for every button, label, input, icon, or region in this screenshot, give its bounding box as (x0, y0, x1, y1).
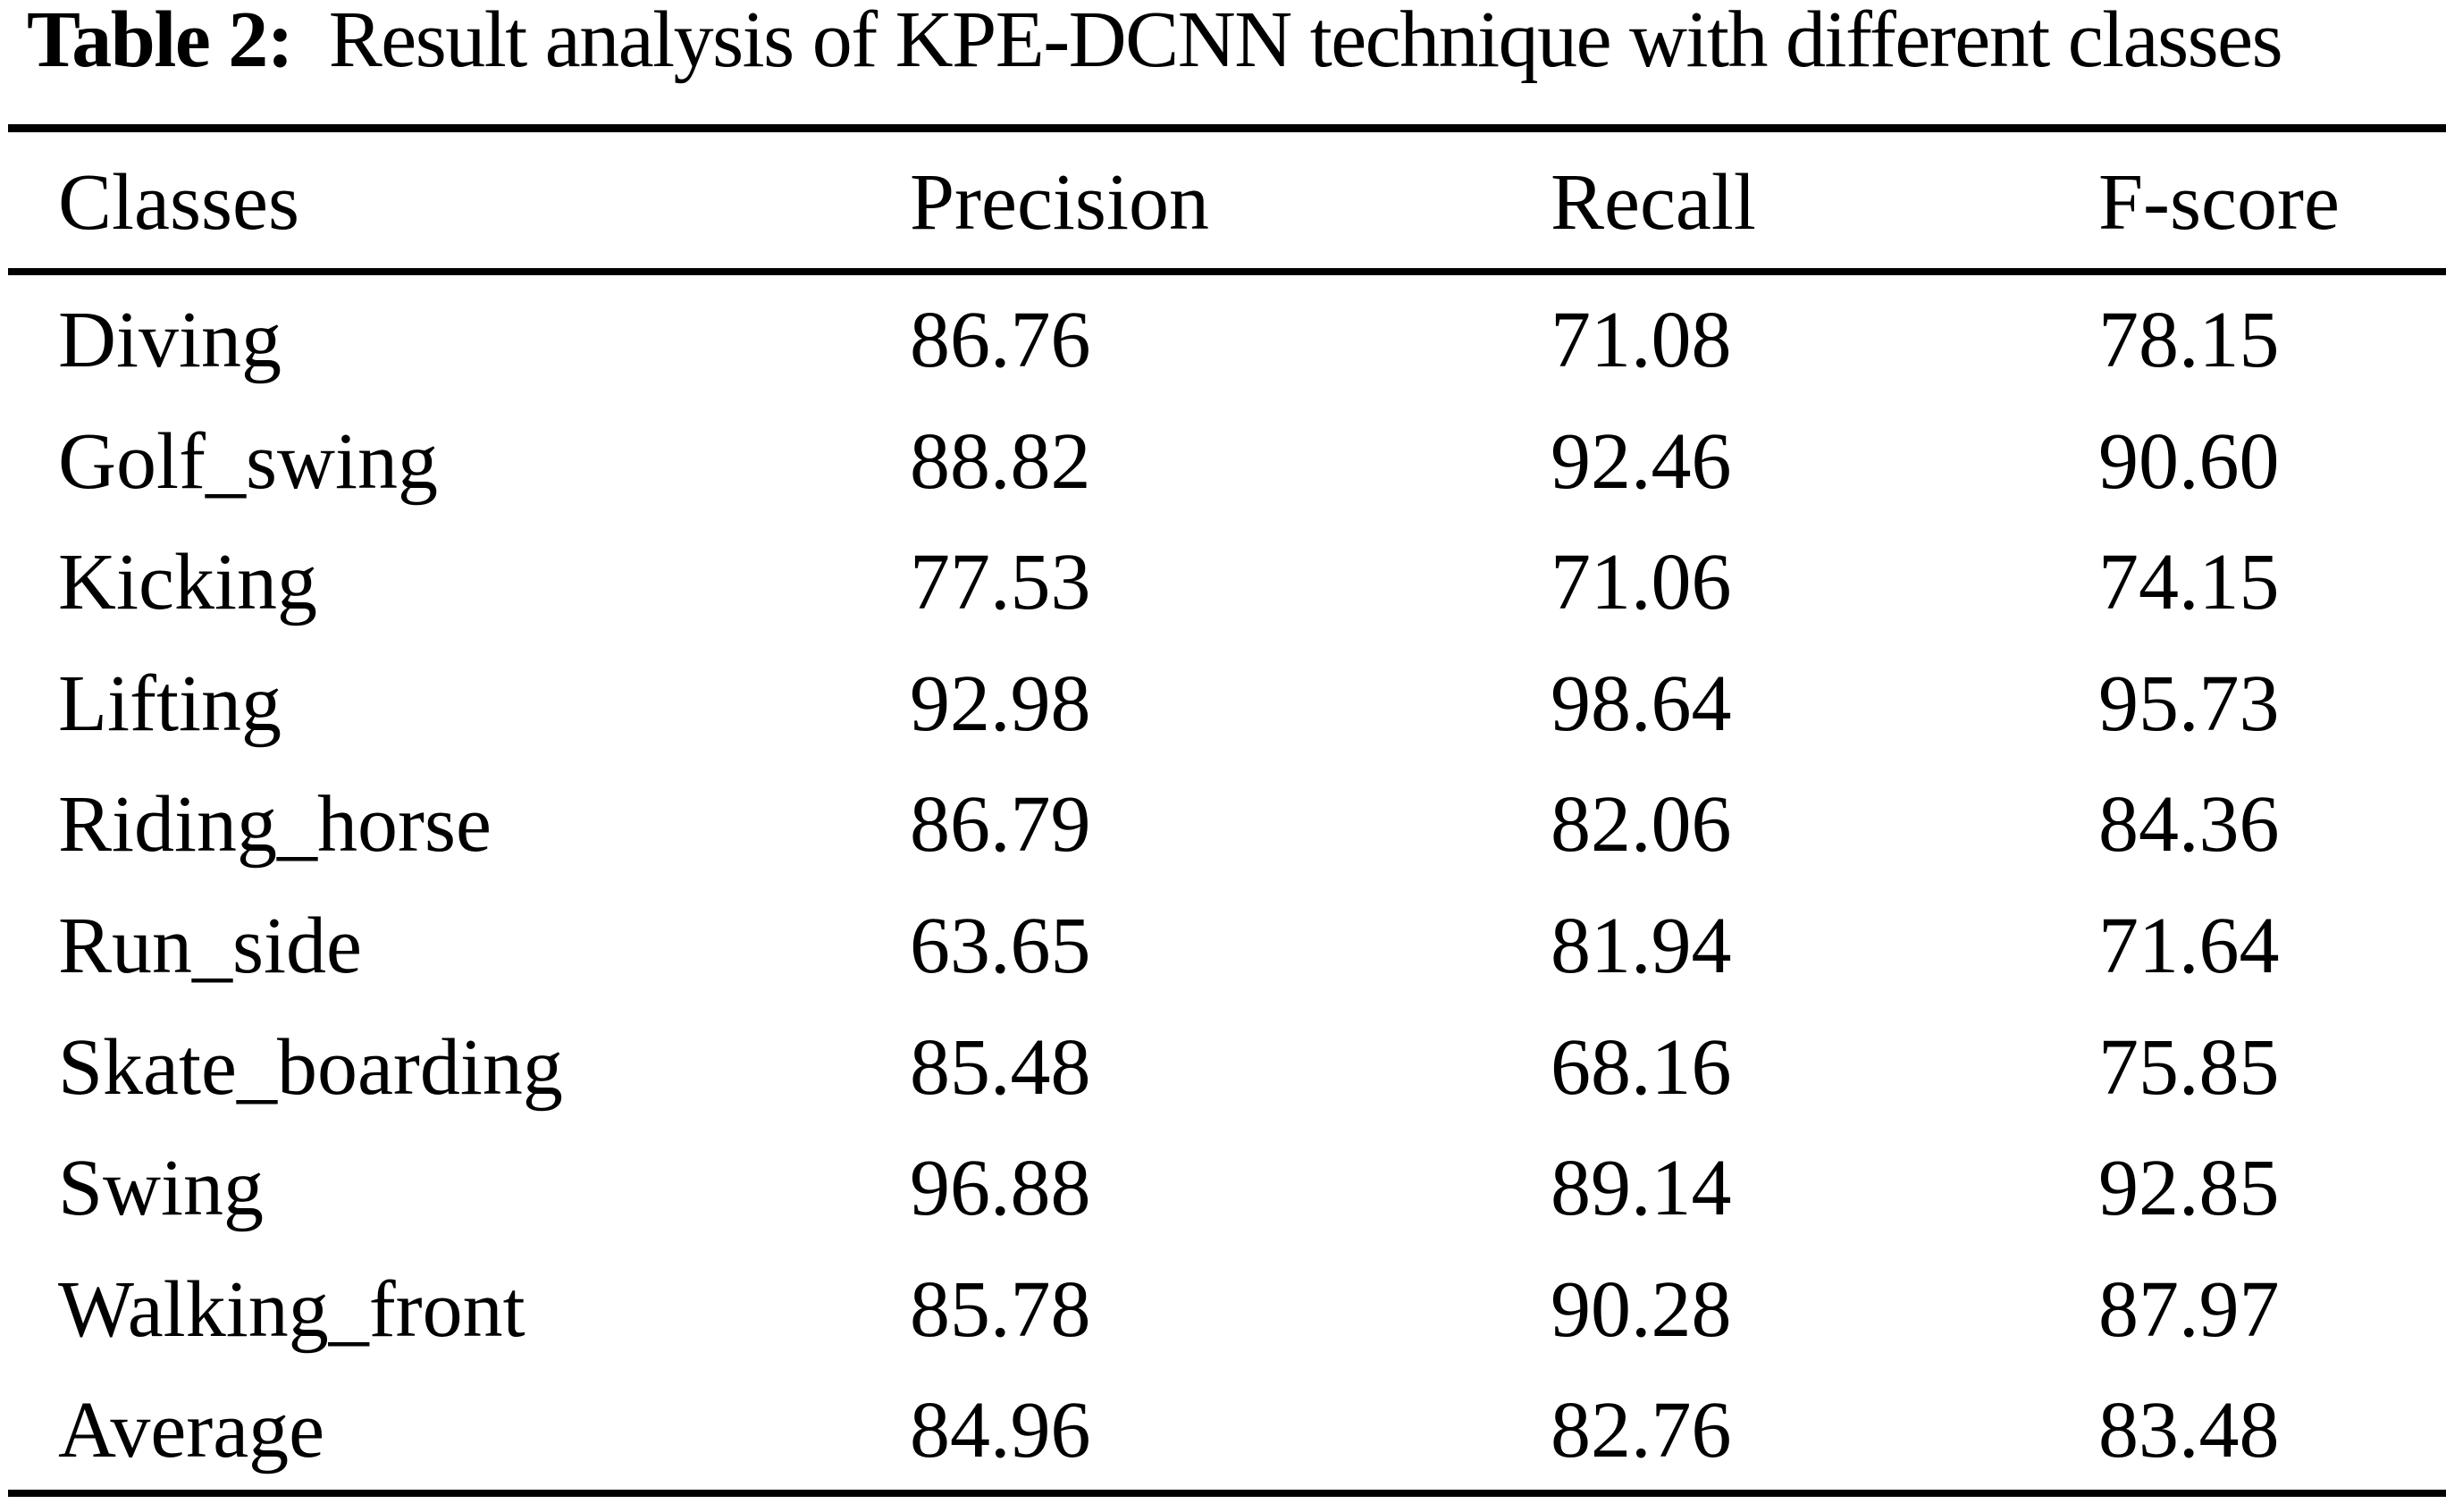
recall-cell: 71.06 (1551, 538, 1732, 627)
recall-cell: 89.14 (1551, 1144, 1732, 1233)
table-row: Skate_boarding 85.48 68.16 75.85 (0, 1022, 2446, 1149)
class-name-cell: Swing (58, 1144, 265, 1233)
class-name-cell: Average (58, 1386, 325, 1475)
precision-cell: 85.48 (910, 1022, 1091, 1112)
table-caption-label: Table 2: (27, 0, 294, 84)
table-row: Diving 86.76 71.08 78.15 (0, 300, 2446, 422)
table-header-row: Classes Precision Recall F-score (0, 163, 2446, 284)
column-header-precision: Precision (910, 158, 1209, 247)
table-row: Swing 96.88 89.14 92.85 (0, 1148, 2446, 1270)
table-row: Lifting 92.98 98.64 95.73 (0, 659, 2446, 785)
class-name-cell: Kicking (58, 538, 317, 627)
fscore-cell: 84.36 (2098, 780, 2280, 869)
class-name-cell: Golf_swing (58, 416, 438, 506)
fscore-cell: 95.73 (2098, 659, 2280, 748)
precision-cell: 86.79 (910, 780, 1091, 869)
recall-cell: 98.64 (1551, 659, 1732, 748)
class-name-cell: Walking_front (58, 1264, 525, 1354)
class-name-cell: Riding_horse (58, 780, 492, 869)
table-row: Walking_front 85.78 90.28 87.97 (0, 1264, 2446, 1391)
fscore-cell: 83.48 (2098, 1386, 2280, 1475)
precision-cell: 77.53 (910, 538, 1091, 627)
table-bottom-rule (8, 1490, 2446, 1497)
table-top-rule (8, 124, 2446, 132)
class-name-cell: Diving (58, 296, 282, 384)
table-header-rule (8, 268, 2446, 275)
recall-cell: 90.28 (1551, 1264, 1732, 1354)
precision-cell: 63.65 (910, 901, 1091, 990)
fscore-cell: 92.85 (2098, 1144, 2280, 1233)
recall-cell: 81.94 (1551, 901, 1732, 990)
recall-cell: 71.08 (1551, 296, 1732, 384)
class-name-cell: Skate_boarding (58, 1022, 563, 1112)
table-caption-text: Result analysis of KPE-DCNN technique wi… (328, 0, 2283, 84)
table-row: Run_side 63.65 81.94 71.64 (0, 901, 2446, 1028)
fscore-cell: 71.64 (2098, 901, 2280, 990)
class-name-cell: Lifting (58, 659, 282, 748)
recall-cell: 82.76 (1551, 1386, 1732, 1475)
recall-cell: 82.06 (1551, 780, 1732, 869)
precision-cell: 92.98 (910, 659, 1091, 748)
class-name-cell: Run_side (58, 901, 363, 990)
fscore-cell: 78.15 (2098, 296, 2280, 384)
fscore-cell: 75.85 (2098, 1022, 2280, 1112)
column-header-classes: Classes (58, 158, 299, 247)
precision-cell: 84.96 (910, 1386, 1091, 1475)
precision-cell: 88.82 (910, 416, 1091, 506)
table-row: Riding_horse 86.79 82.06 84.36 (0, 785, 2446, 906)
fscore-cell: 87.97 (2098, 1264, 2280, 1354)
column-header-fscore: F-score (2098, 158, 2340, 247)
table-row: Kicking 77.53 71.06 74.15 (0, 542, 2446, 664)
precision-cell: 85.78 (910, 1264, 1091, 1354)
precision-cell: 86.76 (910, 296, 1091, 384)
table-row: Average 84.96 82.76 83.48 (0, 1390, 2446, 1512)
recall-cell: 68.16 (1551, 1022, 1732, 1112)
table-body: Diving 86.76 71.08 78.15 Golf_swing 88.8… (0, 300, 2446, 1512)
table-caption: Table 2: Result analysis of KPE-DCNN tech… (27, 0, 2283, 80)
recall-cell: 92.46 (1551, 416, 1732, 506)
precision-cell: 96.88 (910, 1144, 1091, 1233)
fscore-cell: 74.15 (2098, 538, 2280, 627)
fscore-cell: 90.60 (2098, 416, 2280, 506)
table-row: Golf_swing 88.82 92.46 90.60 (0, 416, 2446, 543)
column-header-recall: Recall (1551, 158, 1756, 247)
